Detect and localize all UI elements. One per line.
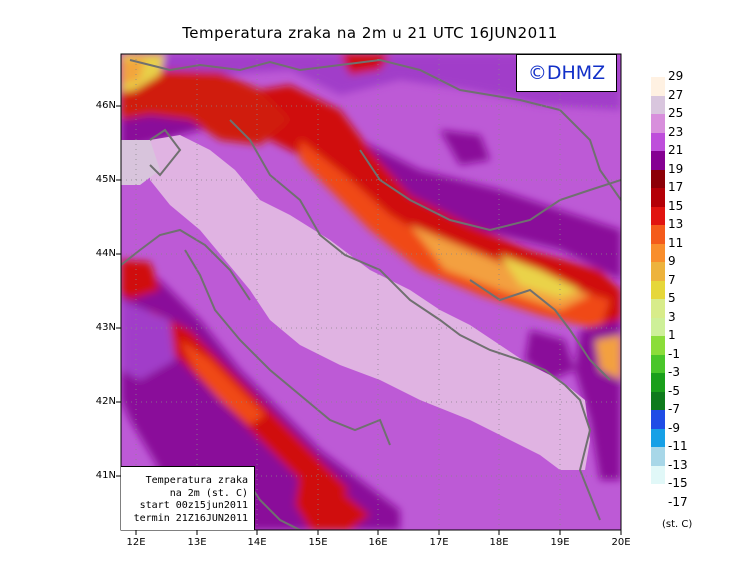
lon-label: 14E (247, 537, 267, 548)
map-title: Temperatura zraka na 2m u 21 UTC 16JUN20… (182, 24, 558, 42)
legend-label: -11 (668, 439, 688, 453)
legend-label: 27 (668, 87, 684, 102)
legend-swatch (651, 132, 665, 151)
legend-label: -17 (668, 494, 688, 509)
legend-label: -13 (668, 457, 688, 472)
lon-label: 19E (550, 537, 570, 548)
lon-label: 13E (187, 537, 207, 548)
adriatic-sea (150, 135, 590, 470)
lat-label: 46N (95, 100, 116, 111)
legend-swatch (651, 428, 665, 447)
legend-label: 17 (668, 180, 684, 194)
legend-label: 3 (668, 309, 676, 324)
legend-label: -9 (668, 420, 680, 435)
lat-label: 43N (95, 322, 116, 333)
legend-swatch (651, 262, 665, 281)
legend-swatch (651, 206, 665, 225)
legend-label: -7 (668, 402, 680, 416)
legend-swatch (651, 280, 665, 299)
legend-label: 1 (668, 328, 676, 342)
lon-label: 12E (126, 537, 146, 548)
legend-label: 9 (668, 254, 676, 268)
legend-label: 11 (668, 235, 684, 250)
coastline (121, 58, 621, 530)
legend-label: 13 (668, 217, 684, 231)
info-line: start 00z15jun2011 (139, 500, 248, 511)
legend-swatch (651, 336, 665, 355)
lon-label: 18E (489, 537, 509, 548)
legend-swatch (651, 77, 665, 96)
legend-label: 15 (668, 198, 684, 213)
legend-swatch (651, 95, 665, 114)
legend-swatch (651, 188, 665, 207)
legend-label: 5 (668, 291, 676, 305)
info-box: Temperatura zraka na 2m (st. C) start 00… (121, 466, 255, 530)
legend-swatch (651, 114, 665, 133)
logo-text: ©DHMZ (527, 62, 606, 84)
legend-label: -5 (668, 383, 680, 398)
legend-label: -15 (668, 476, 688, 490)
legend-swatch (651, 151, 665, 170)
legend-swatch (651, 447, 665, 466)
info-line: termin 21Z16JUN2011 (133, 512, 248, 524)
legend-label: -3 (668, 365, 680, 379)
info-line: Temperatura zraka (145, 475, 248, 486)
legend-swatch (651, 299, 665, 318)
legend-swatch (651, 391, 665, 410)
legend-label: 25 (668, 106, 684, 120)
legend-swatch (651, 465, 665, 484)
legend-label: 23 (668, 124, 684, 139)
lon-label: 17E (429, 537, 449, 548)
legend-label: 29 (668, 69, 684, 83)
dhmz-logo: ©DHMZ (516, 54, 617, 92)
lat-label: 42N (95, 396, 116, 407)
info-line: na 2m (st. C) (169, 487, 248, 499)
legend-label: 19 (668, 161, 684, 176)
legend-swatch (651, 225, 665, 244)
lon-label: 20E (611, 537, 631, 548)
legend-swatch (651, 410, 665, 429)
legend-label: 21 (668, 143, 684, 157)
legend-swatch (651, 317, 665, 336)
map-frame (120, 53, 622, 531)
lon-label: 15E (308, 537, 328, 548)
legend-unit: (st. C) (662, 519, 693, 530)
lat-label: 41N (95, 470, 116, 481)
lat-label: 45N (95, 174, 116, 185)
legend-swatch (651, 169, 665, 188)
grid (121, 54, 621, 530)
lat-label: 44N (95, 248, 116, 259)
legend-swatch (651, 373, 665, 392)
legend-label: 7 (668, 272, 676, 287)
legend-label: -1 (668, 346, 680, 361)
legend-swatch (651, 354, 665, 373)
legend-swatch (651, 243, 665, 262)
lon-label: 16E (368, 537, 388, 548)
